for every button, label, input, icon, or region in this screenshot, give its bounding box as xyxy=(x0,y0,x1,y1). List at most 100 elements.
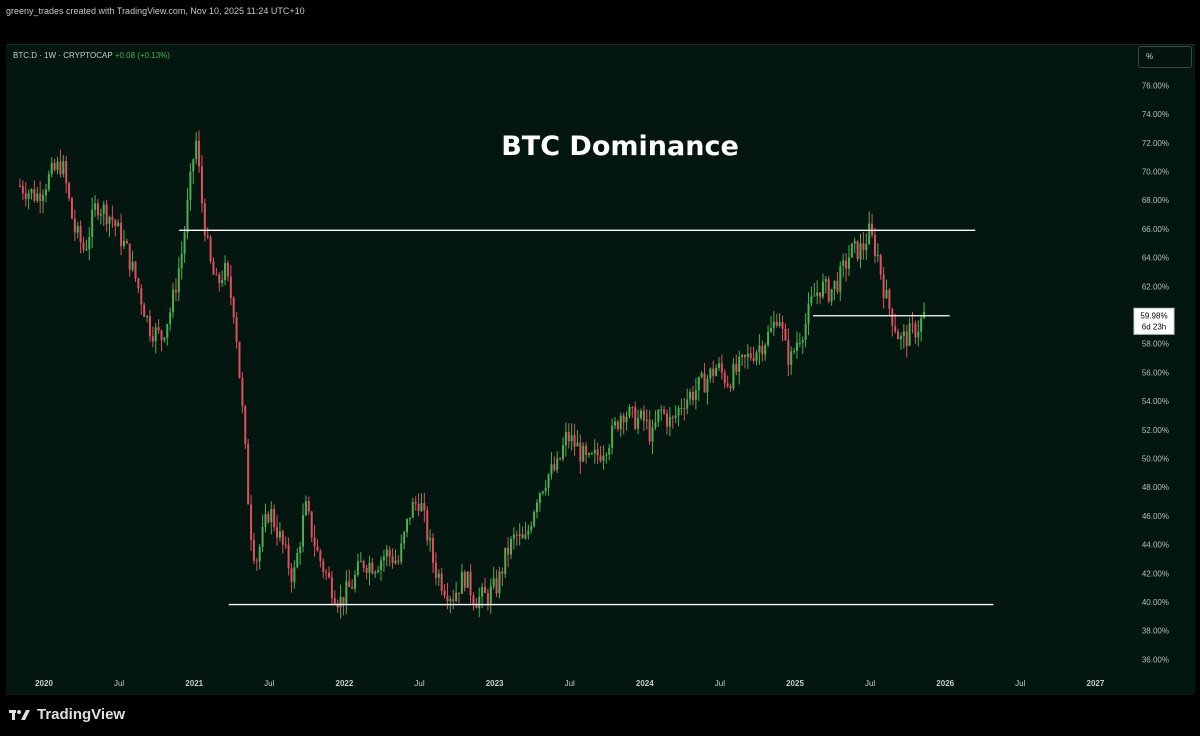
candle-body xyxy=(602,455,605,461)
price-label-value: 59.98% xyxy=(1140,311,1167,320)
candle-body xyxy=(356,561,359,575)
candle-body xyxy=(715,367,718,376)
candle-body xyxy=(680,407,683,409)
candle-body xyxy=(250,504,253,540)
candle-body xyxy=(339,597,342,608)
candle-body xyxy=(706,378,709,393)
candle-body xyxy=(544,487,547,492)
candle-body xyxy=(180,253,183,269)
candle-body xyxy=(255,560,258,562)
candle-body xyxy=(166,324,169,338)
candle-body xyxy=(530,525,533,531)
candle-body xyxy=(310,511,313,538)
candle-body xyxy=(39,193,42,201)
candle-body xyxy=(879,254,882,275)
candle-body xyxy=(585,445,588,456)
symbol-legend[interactable]: BTC.D · 1W · CRYPTOCAP +0.08 (+0.13%) xyxy=(13,51,170,60)
candle-body xyxy=(21,186,24,194)
y-tick-label: 48.00% xyxy=(1142,483,1169,492)
candle-body xyxy=(856,240,859,260)
x-tick-label: Jul xyxy=(1015,679,1025,688)
candle-body xyxy=(839,266,842,292)
candle-body xyxy=(322,561,325,572)
candle-body xyxy=(460,572,463,594)
candle-body xyxy=(224,263,227,280)
candle-body xyxy=(567,431,570,442)
candle-body xyxy=(518,534,521,536)
candle-body xyxy=(533,512,536,526)
candle-body xyxy=(406,519,409,533)
candle-body xyxy=(429,538,432,541)
candle-body xyxy=(868,223,871,244)
candle-body xyxy=(99,213,102,216)
symbol-label: BTC.D · 1W · CRYPTOCAP xyxy=(13,51,113,60)
candle-body xyxy=(778,321,781,326)
candle-body xyxy=(804,323,807,340)
x-tick-label: 2021 xyxy=(185,679,203,688)
tradingview-logo[interactable]: TradingView xyxy=(9,706,125,723)
candle-body xyxy=(772,321,775,329)
candle-body xyxy=(587,453,590,456)
candle-body xyxy=(241,377,244,407)
candle-body xyxy=(611,425,614,448)
candle-body xyxy=(82,242,85,250)
candle-body xyxy=(143,304,146,318)
candle-body xyxy=(281,531,284,545)
candle-body xyxy=(391,556,394,564)
candle-body xyxy=(914,323,917,338)
candle-body xyxy=(697,376,700,391)
candle-body xyxy=(177,268,180,293)
candle-body xyxy=(91,209,94,238)
candle-body xyxy=(154,327,157,342)
price-label-countdown: 6d 23h xyxy=(1142,322,1166,331)
candle-body xyxy=(235,317,238,342)
candle-body xyxy=(582,445,585,462)
candle-body xyxy=(377,570,380,573)
candle-body xyxy=(888,289,891,309)
x-tick-label: Jul xyxy=(114,679,124,688)
candle-body xyxy=(293,567,296,582)
candle-body xyxy=(114,220,117,227)
candle-body xyxy=(397,560,400,562)
candle-body xyxy=(183,232,186,254)
candle-body xyxy=(813,295,816,297)
candle-body xyxy=(151,336,154,342)
candle-body xyxy=(512,534,515,539)
candle-body xyxy=(761,345,764,355)
candle-body xyxy=(801,339,804,343)
candle-body xyxy=(148,316,151,337)
candle-body xyxy=(229,276,232,298)
candle-body xyxy=(625,416,628,423)
candle-body xyxy=(847,257,850,269)
candle-body xyxy=(206,235,209,238)
candle-body xyxy=(645,419,648,421)
y-tick-label: 54.00% xyxy=(1142,397,1169,406)
candle-body xyxy=(547,474,550,488)
candle-body xyxy=(209,237,212,262)
unit-selector[interactable]: % xyxy=(1138,46,1192,68)
chart-panel[interactable] xyxy=(6,44,1195,695)
candle-body xyxy=(865,243,868,251)
candle-body xyxy=(492,578,495,587)
candle-body xyxy=(455,592,458,602)
candle-body xyxy=(781,321,784,329)
candle-body xyxy=(486,592,489,604)
candle-body xyxy=(417,503,420,511)
candle-body xyxy=(538,493,541,503)
candle-body xyxy=(536,502,539,513)
x-tick-label: 2027 xyxy=(1087,679,1105,688)
candle-body xyxy=(440,573,443,591)
candle-body xyxy=(192,159,195,172)
candle-body xyxy=(345,581,348,605)
author-watermark: greeny_trades created with TradingView.c… xyxy=(6,6,305,16)
candle-body xyxy=(270,508,273,522)
candle-body xyxy=(284,544,287,546)
candle-body xyxy=(871,223,874,236)
candle-body xyxy=(131,261,134,270)
candle-body xyxy=(65,161,68,184)
candle-body xyxy=(443,590,446,596)
y-tick-label: 66.00% xyxy=(1142,225,1169,234)
candle-body xyxy=(102,204,105,214)
candle-body xyxy=(365,567,368,573)
